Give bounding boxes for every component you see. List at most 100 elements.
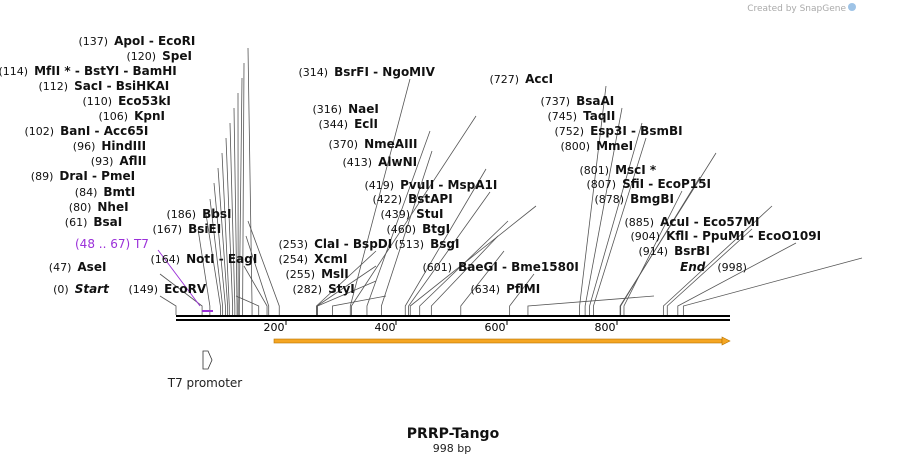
primer-t7-label[interactable]: (48 .. 67) T7 <box>75 237 149 251</box>
site-mfii[interactable]: (114) MfII * - BstYI - BamHI <box>0 64 177 78</box>
site-stui[interactable]: (439) StuI <box>381 207 444 221</box>
leader-line <box>682 257 863 315</box>
site-nhei[interactable]: (80) NheI <box>69 200 129 214</box>
site-label-text: (106) KpnI <box>99 109 166 123</box>
leader-line <box>235 295 260 315</box>
orf-arrow[interactable] <box>273 336 731 346</box>
site-label-text: (164) NotI - EagI <box>151 252 258 266</box>
site-start[interactable]: (0) Start <box>53 282 110 296</box>
site-pflmi[interactable]: (634) PflMI <box>471 282 541 296</box>
site-label-text: (752) Esp3I - BsmBI <box>555 124 683 138</box>
leader-line <box>409 205 537 315</box>
leader-line <box>242 62 245 315</box>
t7-promoter-feature[interactable] <box>202 350 213 370</box>
leader-line <box>623 190 683 315</box>
site-noti[interactable]: (164) NotI - EagI <box>151 252 258 266</box>
site-styi[interactable]: (282) StyI <box>293 282 355 296</box>
site-saci[interactable]: (112) SacI - BsiHKAI <box>39 79 170 93</box>
site-label-text: (878) BmgBI <box>595 192 674 206</box>
site-alwni[interactable]: (413) AlwNI <box>343 155 418 169</box>
site-esp3i[interactable]: (752) Esp3I - BsmBI <box>555 124 683 138</box>
site-ecli[interactable]: (344) EclI <box>319 117 378 131</box>
leader-line <box>229 122 236 315</box>
leader-line <box>662 205 773 315</box>
site-label-text: (801) MscI * <box>580 163 657 177</box>
site-xcmi[interactable]: (254) XcmI <box>279 252 348 266</box>
leader-line <box>197 228 211 315</box>
site-bsai[interactable]: (61) BsaI <box>65 215 122 229</box>
site-bsrbi[interactable]: (914) BsrBI <box>639 244 710 258</box>
site-label-text: End (998) <box>680 260 747 274</box>
site-bsaai[interactable]: (737) BsaAI <box>541 94 615 108</box>
leader-line <box>404 168 487 315</box>
leader-line <box>366 130 431 315</box>
leader-line <box>460 250 505 315</box>
site-eco53ki[interactable]: (110) Eco53kI <box>83 94 171 108</box>
tick-label-600: 600 <box>485 321 506 334</box>
site-sfii[interactable]: (807) SfiI - EcoP15I <box>587 177 711 191</box>
map-size: 998 bp <box>433 442 471 455</box>
leader-line <box>509 273 535 315</box>
site-ecorv[interactable]: (149) EcoRV <box>129 282 207 296</box>
site-label-text: (460) BtgI <box>387 222 451 236</box>
site-label-text: (316) NaeI <box>313 102 379 116</box>
site-acci[interactable]: (727) AccI <box>490 72 554 86</box>
leader-line <box>589 122 643 315</box>
site-spei[interactable]: (120) SpeI <box>127 49 192 63</box>
site-bsgi[interactable]: (513) BsgI <box>395 237 460 251</box>
site-bbsi[interactable]: (186) BbsI <box>167 207 232 221</box>
site-acui[interactable]: (885) AcuI - Eco57MI <box>625 215 760 229</box>
site-label-text: (634) PflMI <box>471 282 541 296</box>
site-bstapi[interactable]: (422) BstAPI <box>373 192 453 206</box>
leader-line <box>221 152 230 315</box>
site-baegi[interactable]: (601) BaeGI - Bme1580I <box>423 260 579 274</box>
site-msli[interactable]: (255) MslI <box>286 267 349 281</box>
site-label-text: (84) BmtI <box>75 185 135 199</box>
site-end[interactable]: End (998) <box>680 260 747 274</box>
site-naei[interactable]: (316) NaeI <box>313 102 379 116</box>
leader-line <box>380 150 433 315</box>
leader-lines <box>157 47 863 315</box>
site-pvuii[interactable]: (419) PvuII - MspA1I <box>365 178 498 192</box>
site-btgi[interactable]: (460) BtgI <box>387 222 451 236</box>
leader-line <box>351 115 477 315</box>
site-label-text: (167) BsiEI <box>153 222 222 236</box>
site-label-text: (439) StuI <box>381 207 444 221</box>
site-bmti[interactable]: (84) BmtI <box>75 185 135 199</box>
site-hindiii[interactable]: (96) HindIII <box>73 139 146 153</box>
site-kpni[interactable]: (106) KpnI <box>99 109 166 123</box>
leader-line <box>584 107 623 315</box>
site-labels: (137) ApoI - EcoRI(120) SpeI(114) MfII * - … <box>0 34 821 296</box>
site-bani[interactable]: (102) BanI - Acc65I <box>25 124 149 138</box>
site-aflii[interactable]: (93) AflII <box>91 154 147 168</box>
dna-backbone <box>176 315 730 321</box>
site-nmeaiii[interactable]: (370) NmeAIII <box>329 137 418 151</box>
site-mmei[interactable]: (800) MmeI <box>561 139 634 153</box>
site-bsrfi[interactable]: (314) BsrFI - NgoMIV <box>299 65 436 79</box>
site-drai[interactable]: (89) DraI - PmeI <box>31 169 135 183</box>
site-label-text: (904) KflI - PpuMI - EcoO109I <box>631 229 822 243</box>
site-apoi[interactable]: (137) ApoI - EcoRI <box>79 34 196 48</box>
site-bmgbi[interactable]: (878) BmgBI <box>595 192 674 206</box>
leader-line <box>430 235 499 315</box>
leader-line <box>620 176 701 315</box>
branding-text: Created by SnapGene <box>747 4 846 14</box>
leader-line <box>349 78 411 315</box>
site-msci[interactable]: (801) MscI * <box>580 163 657 177</box>
site-bsiei[interactable]: (167) BsiEI <box>153 222 222 236</box>
site-label-text: (149) EcoRV <box>129 282 207 296</box>
site-kfli[interactable]: (904) KflI - PpuMI - EcoO109I <box>631 229 822 243</box>
leader-line <box>205 213 221 315</box>
leader-line <box>316 250 377 315</box>
leader-line <box>225 137 234 315</box>
site-label-text: (419) PvuII - MspA1I <box>365 178 498 192</box>
site-clai[interactable]: (253) ClaI - BspDI <box>279 237 393 251</box>
site-taqii[interactable]: (745) TaqII <box>548 109 616 123</box>
site-label-text: (344) EclI <box>319 117 378 131</box>
leader-line <box>243 265 268 315</box>
leader-line <box>159 295 177 315</box>
site-label-text: (737) BsaAI <box>541 94 615 108</box>
site-label-text: (513) BsgI <box>395 237 460 251</box>
site-asei[interactable]: (47) AseI <box>49 260 107 274</box>
